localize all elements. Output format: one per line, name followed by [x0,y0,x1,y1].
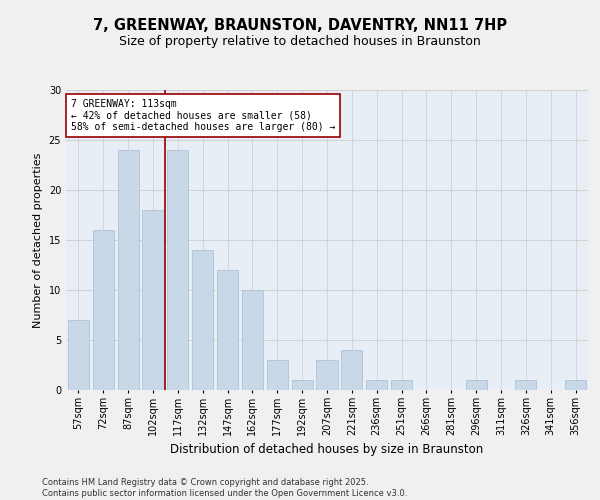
Bar [68,320,89,390]
Bar [267,360,288,390]
Text: 7 GREENWAY: 113sqm
← 42% of detached houses are smaller (58)
58% of semi-detache: 7 GREENWAY: 113sqm ← 42% of detached hou… [71,99,335,132]
Bar [515,380,536,390]
Bar [391,380,412,390]
Text: Distribution of detached houses by size in Braunston: Distribution of detached houses by size … [170,442,484,456]
Text: Contains HM Land Registry data © Crown copyright and database right 2025.
Contai: Contains HM Land Registry data © Crown c… [42,478,407,498]
Text: Size of property relative to detached houses in Braunston: Size of property relative to detached ho… [119,35,481,48]
Bar [192,250,213,390]
Bar [242,290,263,390]
Text: 7, GREENWAY, BRAUNSTON, DAVENTRY, NN11 7HP: 7, GREENWAY, BRAUNSTON, DAVENTRY, NN11 7… [93,18,507,32]
Bar [466,380,487,390]
Bar [167,150,188,390]
Bar [93,230,114,390]
Bar [316,360,338,390]
Bar [217,270,238,390]
Bar [366,380,387,390]
Bar [142,210,164,390]
Bar [118,150,139,390]
Y-axis label: Number of detached properties: Number of detached properties [33,152,43,328]
Bar [292,380,313,390]
Bar [341,350,362,390]
Bar [565,380,586,390]
